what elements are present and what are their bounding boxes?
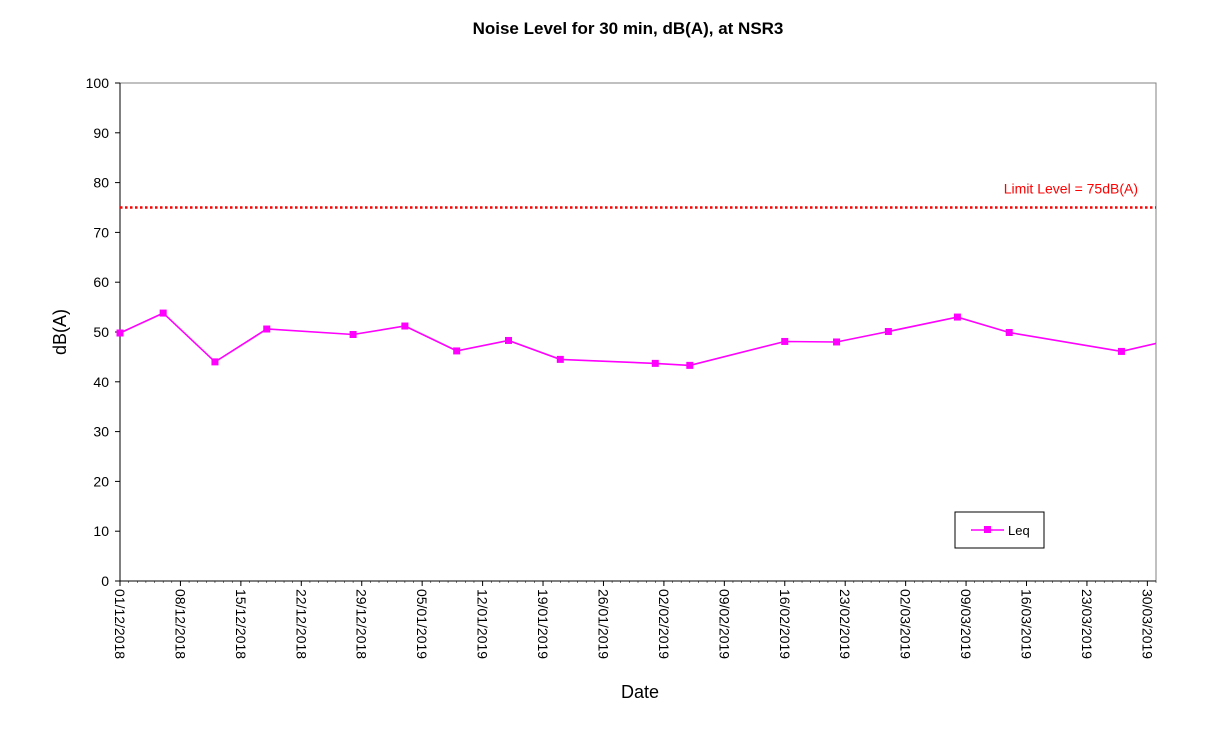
legend-marker — [984, 526, 991, 533]
reference-lines: Limit Level = 75dB(A) — [120, 181, 1156, 209]
data-point — [1005, 328, 1013, 336]
x-tick-label: 23/02/2019 — [837, 589, 853, 659]
x-tick-label: 15/12/2018 — [233, 589, 249, 659]
y-tick-label: 50 — [93, 324, 109, 340]
legend: Leq — [954, 511, 1045, 549]
y-tick-label: 10 — [93, 523, 109, 539]
x-tick-label: 16/03/2019 — [1019, 589, 1035, 659]
data-point — [833, 338, 841, 346]
data-point — [263, 325, 271, 333]
y-axis-label: dB(A) — [50, 309, 70, 355]
x-tick-label: 09/03/2019 — [958, 589, 974, 659]
y-tick-label: 40 — [93, 374, 109, 390]
x-tick-label: 12/01/2019 — [475, 589, 491, 659]
x-tick-label: 05/01/2019 — [414, 589, 430, 659]
y-tick-label: 0 — [101, 573, 109, 589]
y-tick-label: 30 — [93, 424, 109, 440]
data-point — [349, 330, 357, 338]
data-point — [556, 355, 564, 363]
x-tick-label: 01/12/2018 — [112, 589, 128, 659]
x-tick-label: 26/01/2019 — [595, 589, 611, 659]
data-point — [953, 313, 961, 321]
y-tick-label: 80 — [93, 175, 109, 191]
x-tick-label: 29/12/2018 — [354, 589, 370, 659]
data-point — [686, 361, 694, 369]
x-tick-label: 23/03/2019 — [1079, 589, 1095, 659]
legend-label: Leq — [1008, 523, 1030, 538]
data-point — [453, 347, 461, 355]
y-tick-label: 20 — [93, 473, 109, 489]
data-point — [1117, 347, 1125, 355]
data-point — [884, 328, 892, 336]
y-tick-label: 70 — [93, 224, 109, 240]
y-axis: 0 10 20 30 40 50 60 70 80 90 100 — [86, 75, 121, 589]
data-point — [781, 337, 789, 345]
data-point — [116, 329, 124, 337]
data-point — [401, 322, 409, 330]
y-tick-label: 90 — [93, 125, 109, 141]
x-tick-label: 09/02/2019 — [716, 589, 732, 659]
chart-title: Noise Level for 30 min, dB(A), at NSR3 — [473, 19, 784, 38]
data-point — [211, 358, 219, 366]
limit-level-label: Limit Level = 75dB(A) — [1004, 181, 1138, 197]
series-layer — [116, 309, 1156, 369]
x-tick-label: 08/12/2018 — [172, 589, 188, 659]
data-point — [651, 359, 659, 367]
y-tick-label: 100 — [86, 75, 110, 91]
x-tick-label: 30/03/2019 — [1139, 589, 1155, 659]
x-tick-label: 16/02/2019 — [777, 589, 793, 659]
x-axis: 01/12/2018 08/12/2018 15/12/2018 22/12/2018… — [112, 580, 1157, 659]
data-point — [159, 309, 167, 317]
x-tick-label: 19/01/2019 — [535, 589, 551, 659]
data-point — [505, 336, 512, 344]
x-tick-label: 02/03/2019 — [898, 589, 914, 659]
x-axis-label: Date — [621, 682, 659, 702]
y-tick-label: 60 — [93, 274, 109, 290]
plot-area — [119, 82, 1157, 582]
x-tick-label: 22/12/2018 — [293, 589, 309, 659]
series-line-leq — [120, 312, 1156, 367]
x-tick-label: 02/02/2019 — [656, 589, 672, 659]
